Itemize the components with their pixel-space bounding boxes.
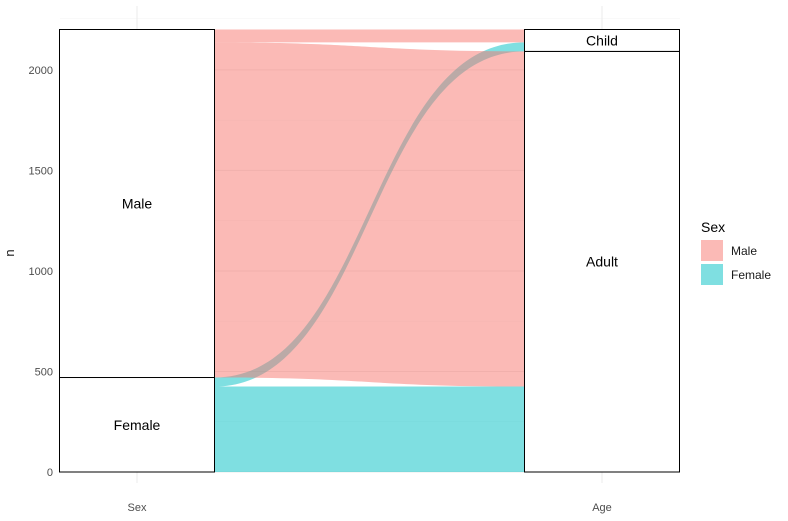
y-axis-ticks: 0 500 1000 1500 2000 — [29, 65, 53, 479]
flow-male-adult — [214, 42, 525, 387]
stratum-age-adult — [524, 50, 680, 473]
stratum-age-child — [524, 29, 680, 52]
x-axis-ticks: Sex Age — [128, 502, 612, 514]
flow-female-adult — [214, 386, 525, 472]
stratum-label-male: Male — [122, 196, 153, 212]
stratum-label-female: Female — [114, 417, 161, 433]
stratum-label-adult: Adult — [586, 254, 618, 270]
x-tick-label: Sex — [128, 502, 147, 514]
legend: Sex Male Female — [701, 219, 771, 285]
flows — [214, 29, 525, 472]
legend-title: Sex — [701, 219, 725, 235]
legend-key-male — [701, 240, 723, 261]
stratum-sex-male — [59, 29, 215, 379]
y-tick-label: 1500 — [29, 165, 53, 177]
stratum-label-child: Child — [586, 32, 618, 48]
y-axis-title: n — [2, 249, 17, 256]
x-tick-label: Age — [592, 502, 612, 514]
y-tick-label: 2000 — [29, 65, 53, 77]
y-tick-label: 500 — [35, 366, 53, 378]
legend-key-female — [701, 264, 723, 285]
strata: Female Male Adult Child — [59, 29, 680, 473]
y-tick-label: 0 — [47, 467, 53, 479]
legend-label-female: Female — [731, 268, 771, 282]
flow-male-child — [214, 29, 525, 43]
y-tick-label: 1000 — [29, 266, 53, 278]
legend-label-male: Male — [731, 244, 757, 258]
stratum-sex-female — [59, 377, 215, 473]
